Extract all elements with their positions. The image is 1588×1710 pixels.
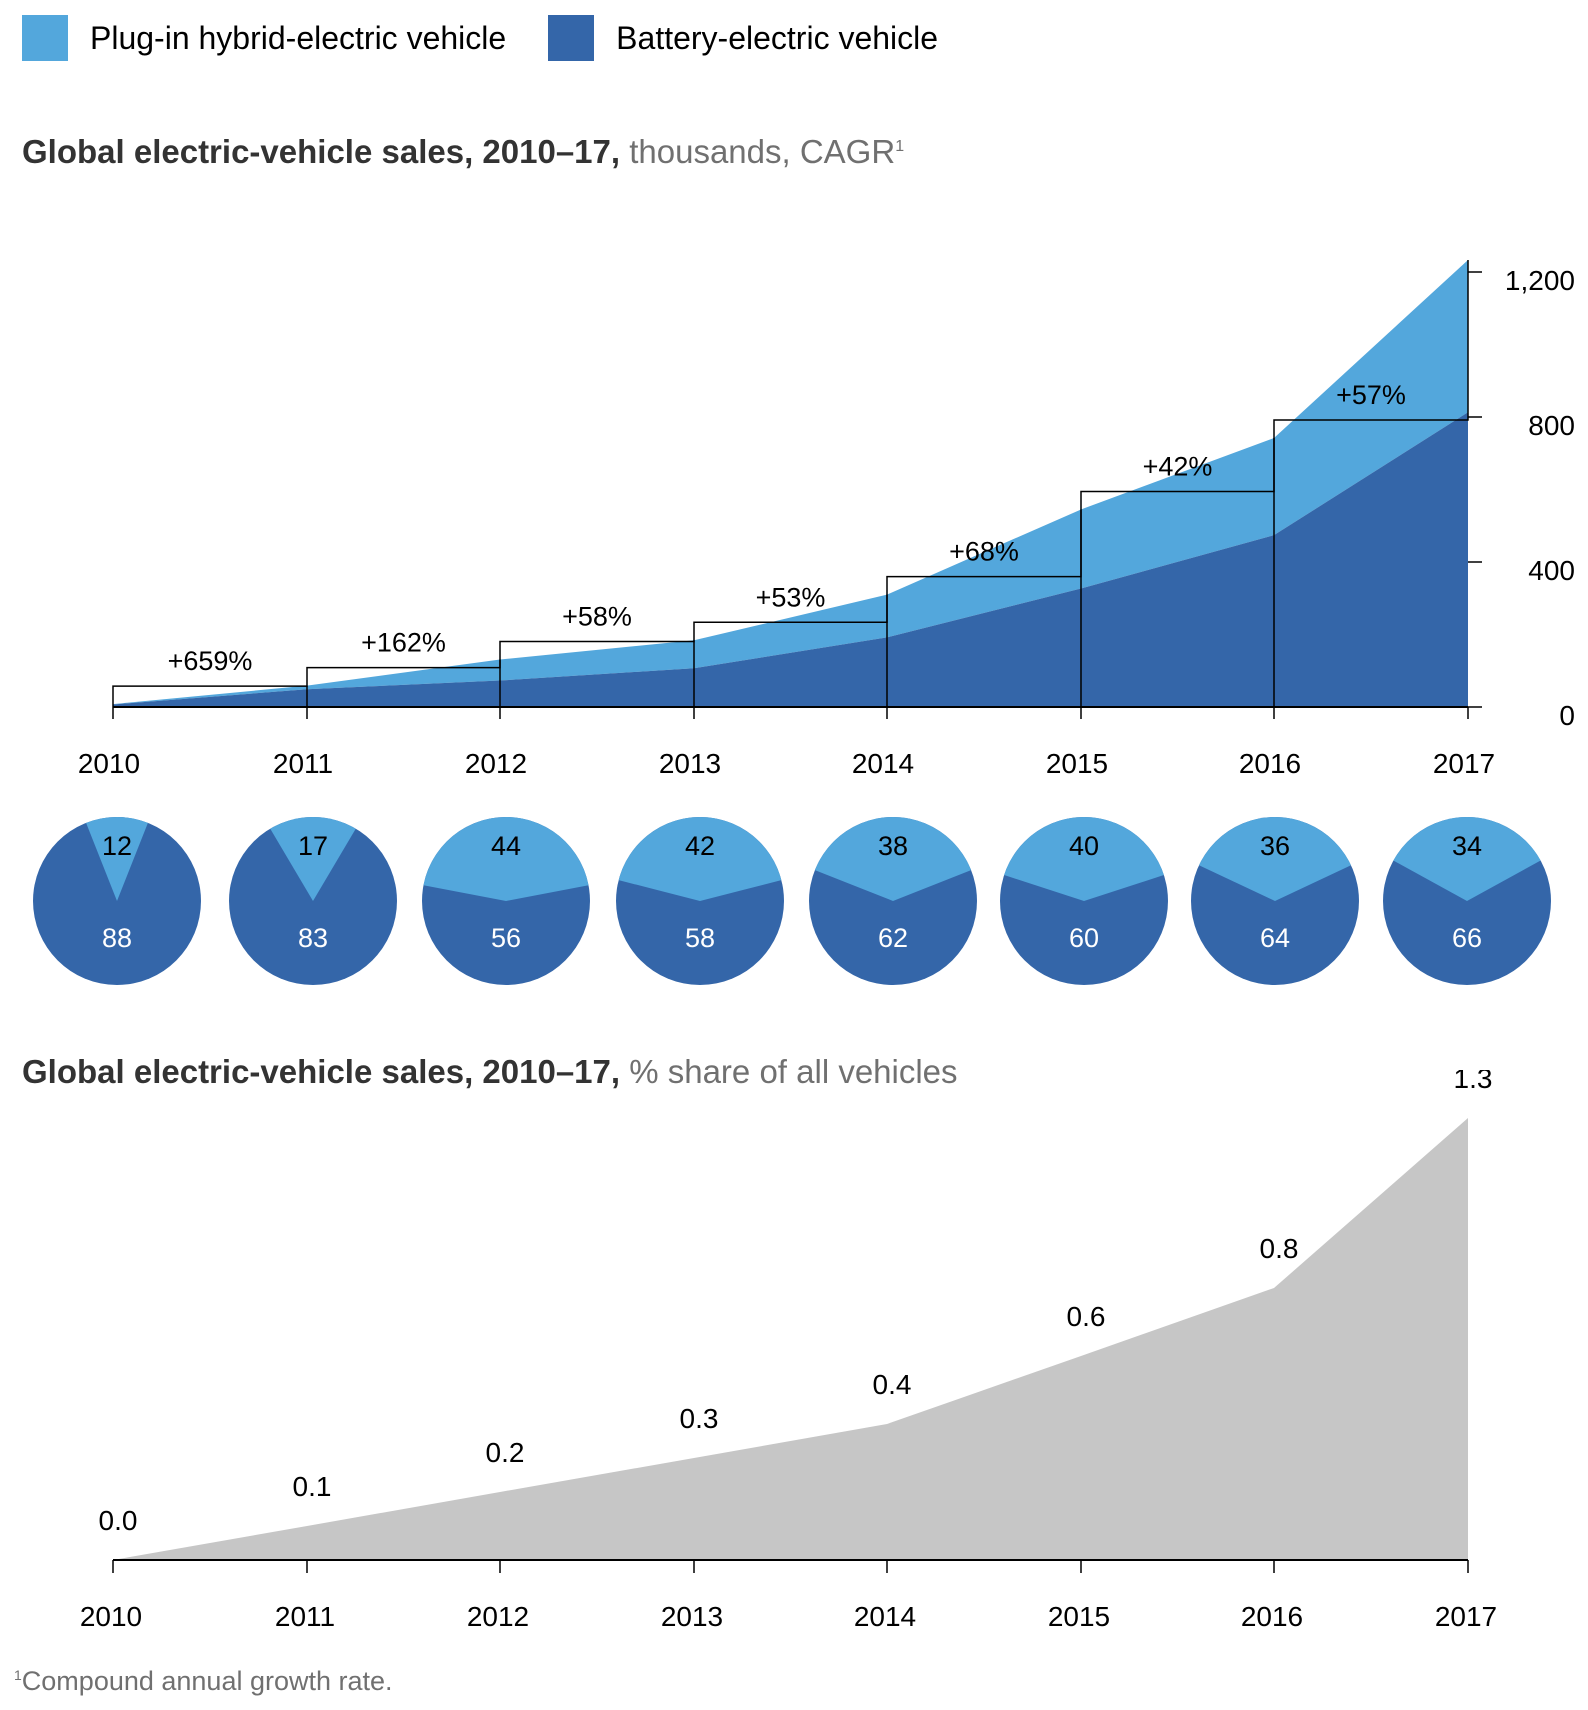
pie-bev-label: 56 bbox=[491, 923, 521, 953]
x-tick-label: 2016 bbox=[1239, 748, 1301, 779]
footnote: 1Compound annual growth rate. bbox=[14, 1666, 393, 1697]
pie-phev-label: 38 bbox=[878, 831, 908, 861]
phev-area bbox=[113, 260, 1468, 705]
share-value-label: 0.3 bbox=[680, 1403, 719, 1434]
legend: Plug-in hybrid-electric vehicle Battery-… bbox=[22, 15, 980, 61]
chart2-title-bold: Global electric-vehicle sales, 2010–17, bbox=[22, 1053, 621, 1090]
x-tick-label: 2017 bbox=[1433, 748, 1495, 779]
x-tick-label: 2011 bbox=[275, 1601, 335, 1632]
pie-phev-label: 12 bbox=[102, 831, 132, 861]
share-pie-row: 12 88 17 83 44 56 42 58 38 62 40 60 36 64 34 66 bbox=[33, 816, 1551, 985]
share-value-label: 0.8 bbox=[1260, 1233, 1299, 1264]
pie-phev-label: 34 bbox=[1452, 831, 1482, 861]
legend-item-bev: Battery-electric vehicle bbox=[548, 15, 938, 61]
legend-label-phev: Plug-in hybrid-electric vehicle bbox=[90, 19, 507, 56]
x-tick-label: 2010 bbox=[80, 1601, 142, 1632]
pie-phev-slice bbox=[86, 817, 148, 901]
x-tick-label: 2013 bbox=[659, 748, 721, 779]
share-value-label: 0.0 bbox=[99, 1505, 138, 1536]
cagr-label: +659% bbox=[168, 646, 253, 676]
pie-phev-slice bbox=[1004, 816, 1164, 901]
legend-label-bev: Battery-electric vehicle bbox=[616, 19, 939, 56]
pie-phev-slice bbox=[814, 817, 972, 901]
pie-phev-label: 44 bbox=[491, 831, 521, 861]
pie-phev-slice bbox=[618, 817, 782, 901]
share-value-label: 0.4 bbox=[873, 1369, 912, 1400]
pie-bev-label: 83 bbox=[298, 923, 328, 953]
x-tick-label: 2015 bbox=[1048, 1601, 1110, 1632]
pie-bev-label: 64 bbox=[1260, 923, 1290, 953]
cagr-label: +42% bbox=[1143, 451, 1213, 481]
x-tick-label: 2016 bbox=[1241, 1601, 1303, 1632]
x-tick-label: 2012 bbox=[465, 748, 527, 779]
pie-phev-slice bbox=[1198, 817, 1352, 901]
cagr-bracket bbox=[1273, 260, 1469, 707]
chart1-title: Global electric-vehicle sales, 2010–17, … bbox=[22, 133, 904, 171]
pie-bev-label: 62 bbox=[878, 923, 908, 953]
bev-area bbox=[113, 412, 1468, 707]
pie-phev-slice bbox=[423, 816, 589, 901]
share-value-label: 0.2 bbox=[486, 1437, 525, 1468]
pie-phev-slice bbox=[270, 817, 356, 901]
footnote-text: Compound annual growth rate. bbox=[21, 1666, 393, 1696]
footnote-sup: 1 bbox=[14, 1667, 22, 1683]
share-value-label: 0.1 bbox=[293, 1471, 332, 1502]
market-share-area-chart: 0.0 0.1 0.2 0.3 0.4 0.6 0.8 1.3 2010 2011 2012 2013… bbox=[80, 1070, 1497, 1632]
x-tick-label: 2014 bbox=[854, 1601, 916, 1632]
x-tick-label: 2011 bbox=[273, 748, 333, 779]
cagr-label: +53% bbox=[756, 582, 826, 612]
chart1-title-light: thousands, CAGR bbox=[620, 133, 896, 170]
cagr-label: +162% bbox=[361, 628, 446, 658]
y-tick-label: 800 bbox=[1528, 410, 1575, 441]
chart1-title-bold: Global electric-vehicle sales, 2010–17, bbox=[22, 133, 621, 170]
y-tick-label: 1,200 bbox=[1505, 265, 1575, 296]
y-tick-label: 0 bbox=[1559, 700, 1575, 731]
pie-phev-label: 17 bbox=[298, 831, 328, 861]
pie-phev-slice bbox=[1393, 817, 1541, 901]
x-tick-label: 2015 bbox=[1046, 748, 1108, 779]
chart2-title-light: % share of all vehicles bbox=[620, 1053, 958, 1090]
pie-bev-label: 66 bbox=[1452, 923, 1482, 953]
chart1-title-sup: 1 bbox=[895, 138, 905, 155]
cagr-label: +58% bbox=[562, 602, 632, 632]
cagr-label: +68% bbox=[949, 537, 1019, 567]
pie-phev-label: 40 bbox=[1069, 831, 1099, 861]
pie-phev-label: 36 bbox=[1260, 831, 1290, 861]
x-tick-label: 2014 bbox=[852, 748, 914, 779]
legend-swatch-phev bbox=[22, 15, 68, 61]
pie-bev-label: 60 bbox=[1069, 923, 1099, 953]
pie-bev-label: 58 bbox=[685, 923, 715, 953]
legend-item-phev: Plug-in hybrid-electric vehicle bbox=[22, 15, 506, 61]
x-tick-label: 2017 bbox=[1435, 1601, 1497, 1632]
share-value-label: 1.3 bbox=[1454, 1070, 1493, 1094]
y-tick-label: 400 bbox=[1528, 555, 1575, 586]
x-tick-label: 2013 bbox=[661, 1601, 723, 1632]
pie-bev-label: 88 bbox=[102, 923, 132, 953]
share-area bbox=[113, 1118, 1468, 1560]
x-tick-label: 2010 bbox=[78, 748, 140, 779]
pie-phev-label: 42 bbox=[685, 831, 715, 861]
legend-swatch-bev bbox=[548, 15, 595, 61]
x-tick-label: 2012 bbox=[467, 1601, 529, 1632]
sales-area-chart: +659% +162% +58% +53% +68% +42% +57% 2010 2011 20… bbox=[78, 260, 1575, 779]
cagr-label: +57% bbox=[1336, 380, 1406, 410]
chart2-title: Global electric-vehicle sales, 2010–17, … bbox=[22, 1053, 958, 1091]
share-value-label: 0.6 bbox=[1067, 1301, 1106, 1332]
